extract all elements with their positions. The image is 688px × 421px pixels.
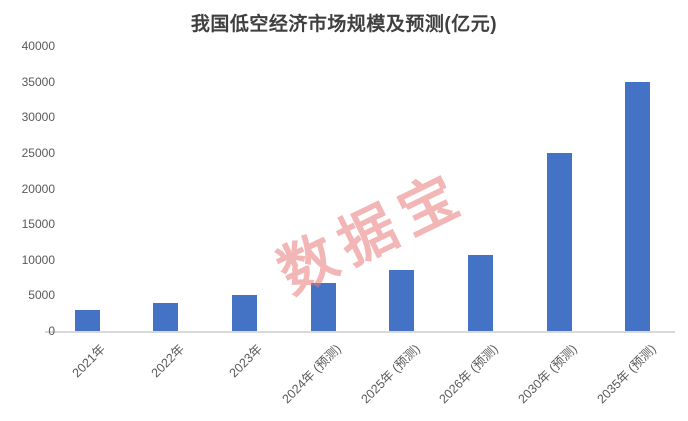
bar [74, 309, 100, 331]
bar [467, 255, 493, 331]
bar [310, 283, 336, 331]
y-axis-tick-label: 0 [48, 324, 55, 338]
y-axis-tick-label: 30000 [21, 110, 55, 125]
x-axis-label: 2021年 [69, 341, 109, 381]
bar [232, 294, 258, 331]
chart-title: 我国低空经济市场规模及预测(亿元) [190, 14, 498, 35]
bar [625, 81, 651, 331]
y-axis-tick-label: 10000 [21, 252, 55, 267]
x-axis-label: 2023年 [226, 341, 266, 381]
x-axis-label: 2026年 (预测) [436, 341, 502, 407]
y-axis-tick-label: 40000 [21, 39, 55, 53]
x-axis-label: 2025年 (预测) [358, 341, 423, 407]
watermark-text: 数据宝 [268, 160, 478, 307]
bar [389, 269, 415, 331]
x-axis-label: 2022年 [148, 341, 187, 381]
y-axis-tick-label: 35000 [21, 74, 55, 89]
y-axis-tick-label: 5000 [28, 288, 55, 303]
x-axis-label: 2030年 (预测) [515, 341, 580, 407]
x-axis-label: 2035年 (预测) [593, 341, 659, 407]
y-axis-tick-label: 25000 [21, 145, 55, 160]
y-axis-tick-label: 20000 [21, 181, 55, 196]
y-axis-tick-label: 15000 [21, 217, 55, 232]
bar [153, 303, 179, 331]
x-axis-label: 2024年 (预测) [279, 341, 344, 407]
bar [546, 152, 572, 331]
x-axis-line [45, 331, 675, 333]
